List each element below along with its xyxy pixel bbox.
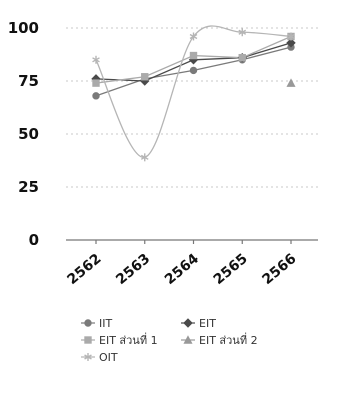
legend-item-iit: IIT (81, 317, 112, 330)
legend-label-oit: OIT (99, 351, 118, 364)
series-lines (95, 25, 292, 158)
legend-label-eit-ส่วนที่-1: EIT ส่วนที่ 1 (99, 332, 158, 347)
y-tick-label-75: 75 (18, 72, 39, 90)
legend-item-oit: OIT (81, 351, 118, 364)
data-point-eit-ส่วนที่-1-2565 (238, 53, 246, 62)
legend-marker-oit (84, 353, 92, 361)
x-tick-labels: 2562 2563 2564 2565 2566 (64, 251, 299, 288)
legend-marker-iit (84, 319, 92, 327)
x-tick-label-2562: 2562 (64, 251, 104, 288)
legend-label-eit-ส่วนที่-2: EIT ส่วนที่ 2 (199, 332, 258, 347)
series-markers (91, 28, 296, 162)
legend-label-eit: EIT (199, 317, 216, 330)
x-tick-label-2566: 2566 (259, 251, 299, 288)
legend-item-eit-ส่วนที่-1: EIT ส่วนที่ 1 (81, 332, 158, 347)
data-point-oit-2564 (189, 32, 198, 41)
data-point-eit-ส่วนที่-1-2563 (141, 73, 149, 81)
x-tick-label-2565: 2565 (211, 251, 251, 288)
data-point-eit-ส่วนที่-2-2566 (286, 78, 296, 87)
grid-lines (66, 27, 318, 188)
x-tick-label-2564: 2564 (162, 251, 202, 288)
data-point-eit-ส่วนที่-1-2562 (92, 79, 100, 87)
data-point-oit-2563 (140, 153, 149, 162)
y-tick-labels: 0 25 50 75 100 (8, 19, 39, 249)
y-tick-label-50: 50 (18, 125, 39, 143)
y-tick-label-100: 100 (8, 19, 39, 37)
axes (66, 239, 318, 244)
data-point-oit-2562 (92, 55, 100, 64)
data-point-iit-2564 (189, 66, 198, 75)
series-line-oit (95, 25, 292, 158)
data-point-iit-2562 (92, 92, 100, 100)
legend: IIT EIT EIT ส่วนที่ 1 EIT ส่วนที่ 2 OIT (81, 317, 258, 364)
legend-item-eit: EIT (181, 317, 216, 330)
x-tick-label-2563: 2563 (113, 251, 153, 288)
legend-marker-eit-ส่วนที่-1 (84, 336, 92, 344)
y-tick-label-25: 25 (18, 178, 39, 196)
data-point-eit-ส่วนที่-1-2564 (189, 51, 198, 60)
legend-item-eit-ส่วนที่-2: EIT ส่วนที่ 2 (181, 332, 258, 347)
data-point-eit-2566 (286, 38, 296, 48)
legend-label-iit: IIT (99, 317, 112, 330)
y-tick-label-0: 0 (29, 231, 39, 249)
legend-marker-eit-ส่วนที่-2 (183, 335, 193, 344)
data-point-oit-2565 (238, 28, 247, 37)
legend-marker-eit (183, 318, 193, 328)
data-point-oit-2566 (287, 32, 295, 41)
